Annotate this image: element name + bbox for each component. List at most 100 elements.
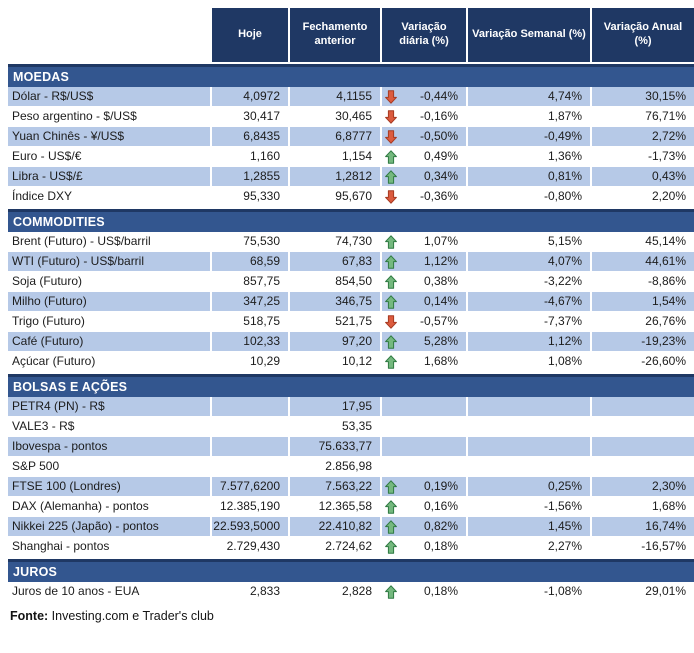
weekly-change-value (468, 397, 592, 416)
table-row: Nikkei 225 (Japão) - pontos 22.593,5000 22… (8, 517, 694, 537)
daily-change-value: -0,16% (419, 109, 458, 123)
daily-change-cell: 0,49% (382, 147, 468, 166)
daily-change-value: -0,44% (419, 89, 458, 103)
row-label: Nikkei 225 (Japão) - pontos (8, 517, 212, 536)
down-arrow-icon (385, 312, 397, 331)
weekly-change-value: 1,45% (468, 517, 592, 536)
daily-change-cell: 0,82% (382, 517, 468, 536)
previous-close-value: 17,95 (290, 397, 382, 416)
daily-change-cell: 0,18% (382, 537, 468, 556)
header-empty-cell (8, 8, 212, 62)
up-arrow-icon (385, 272, 397, 291)
row-label: Libra - US$/£ (8, 167, 212, 186)
row-label: Índice DXY (8, 187, 212, 206)
row-label: Shanghai - pontos (8, 537, 212, 556)
up-arrow-icon (385, 167, 397, 186)
previous-close-value: 12.365,58 (290, 497, 382, 516)
today-value: 2.729,430 (212, 537, 290, 556)
previous-close-value: 7.563,22 (290, 477, 382, 496)
daily-change-cell: 0,38% (382, 272, 468, 291)
annual-change-value: 26,76% (645, 314, 686, 328)
previous-close-value: 854,50 (290, 272, 382, 291)
daily-change-value: -0,50% (419, 129, 458, 143)
weekly-change-value: 1,08% (468, 352, 592, 371)
daily-change-cell: 0,34% (382, 167, 468, 186)
daily-change-value: 0,82% (423, 519, 458, 533)
today-value: 347,25 (212, 292, 290, 311)
today-value (212, 417, 290, 436)
row-label: Brent (Futuro) - US$/barril (8, 232, 212, 251)
row-label: PETR4 (PN) - R$ (8, 397, 212, 416)
daily-change-cell: 0,16% (382, 497, 468, 516)
previous-close-value: 10,12 (290, 352, 382, 371)
today-value: 2,833 (212, 582, 290, 601)
daily-change-cell (382, 437, 468, 456)
up-arrow-icon (385, 517, 397, 536)
up-arrow-icon (385, 332, 397, 351)
table-row: DAX (Alemanha) - pontos 12.385,190 12.365,… (8, 497, 694, 517)
annual-change-value: -26,60% (641, 354, 686, 368)
table-row: Trigo (Futuro) 518,75 521,75 -0,57% -7,37% 26… (8, 312, 694, 332)
row-label: Milho (Futuro) (8, 292, 212, 311)
up-arrow-icon (385, 582, 397, 601)
today-value: 518,75 (212, 312, 290, 331)
row-label: FTSE 100 (Londres) (8, 477, 212, 496)
previous-close-value: 95,670 (290, 187, 382, 206)
annual-change-value: 30,15% (592, 87, 694, 106)
daily-change-value: -0,57% (419, 314, 458, 328)
section-header: BOLSAS E AÇÕES (8, 374, 694, 397)
daily-change-value: 0,14% (423, 294, 458, 308)
row-label: S&P 500 (8, 457, 212, 476)
daily-change-cell: 0,14% (382, 292, 468, 311)
annual-change-value (592, 397, 694, 416)
table-row: Yuan Chinês - ¥/US$ 6,8435 6,8777 -0,50% -0,… (8, 127, 694, 147)
today-value: 4,0972 (212, 87, 290, 106)
daily-change-value: 0,16% (423, 499, 458, 513)
weekly-change-value (468, 457, 592, 476)
today-value: 7.577,6200 (212, 477, 290, 496)
table-row: Libra - US$/£ 1,2855 1,2812 0,34% 0,81% 0,43% (8, 167, 694, 187)
down-arrow-icon (385, 127, 397, 146)
annual-change-value: 2,72% (592, 127, 694, 146)
table-row: Juros de 10 anos - EUA 2,833 2,828 0,18% -1,… (8, 582, 694, 602)
today-value: 6,8435 (212, 127, 290, 146)
row-label: Ibovespa - pontos (8, 437, 212, 456)
table-row: Milho (Futuro) 347,25 346,75 0,14% -4,67% 1,5… (8, 292, 694, 312)
previous-close-value: 75.633,77 (290, 437, 382, 456)
up-arrow-icon (385, 497, 397, 516)
table-header: Hoje Fechamento anterior Variação diária… (8, 8, 694, 62)
down-arrow-icon (385, 187, 397, 206)
annual-change-value: -8,86% (647, 274, 686, 288)
daily-change-cell: -0,36% (382, 187, 468, 206)
section-header: JUROS (8, 559, 694, 582)
daily-change-cell: 1,68% (382, 352, 468, 371)
previous-close-value: 6,8777 (290, 127, 382, 146)
previous-close-value: 521,75 (290, 312, 382, 331)
source-label: Fonte: (10, 609, 49, 623)
previous-close-value: 2,828 (290, 582, 382, 601)
daily-change-value: 1,07% (423, 234, 458, 248)
column-header-variacao-anual: Variação Anual (%) (592, 8, 694, 62)
annual-change-value (592, 437, 694, 456)
table-row: Shanghai - pontos 2.729,430 2.724,62 0,18% 2… (8, 537, 694, 557)
today-value: 1,2855 (212, 167, 290, 186)
annual-change-value: 16,74% (592, 517, 694, 536)
table-row: Peso argentino - $/US$ 30,417 30,465 -0,16%… (8, 107, 694, 127)
up-arrow-icon (385, 537, 397, 556)
table-row: PETR4 (PN) - R$ 17,95 (8, 397, 694, 417)
daily-change-value: 0,18% (423, 539, 458, 553)
previous-close-value: 1,154 (290, 147, 382, 166)
row-label: Soja (Futuro) (8, 272, 212, 291)
daily-change-value: 1,68% (423, 354, 458, 368)
daily-change-cell: 1,12% (382, 252, 468, 271)
annual-change-value: -19,23% (592, 332, 694, 351)
weekly-change-value: -4,67% (468, 292, 592, 311)
today-value: 68,59 (212, 252, 290, 271)
annual-change-value: 1,68% (651, 499, 686, 513)
today-value: 857,75 (212, 272, 290, 291)
daily-change-cell: 1,07% (382, 232, 468, 251)
previous-close-value: 2.856,98 (290, 457, 382, 476)
up-arrow-icon (385, 477, 397, 496)
row-label: DAX (Alemanha) - pontos (8, 497, 212, 516)
weekly-change-value: 1,87% (468, 107, 592, 126)
